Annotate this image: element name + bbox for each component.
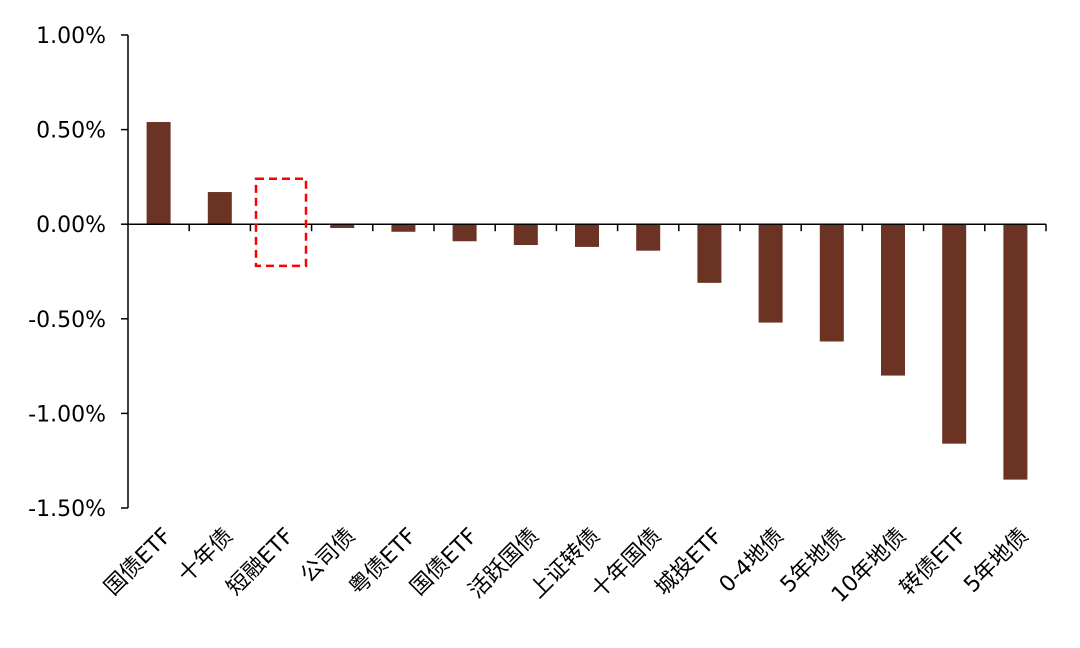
x-tick-label: 国债ETF [100, 524, 177, 601]
bar [146, 122, 171, 225]
y-tick-label: -1.50% [28, 497, 106, 522]
bar [330, 224, 355, 228]
bar [513, 224, 538, 246]
y-tick-label: -1.00% [28, 402, 106, 427]
x-tick-label: 城投ETF [651, 524, 728, 601]
bar [758, 224, 783, 323]
x-tick-label: 粤债ETF [345, 524, 422, 601]
y-tick-label: 1.00% [36, 24, 106, 49]
bar [942, 224, 967, 444]
highlight-box [254, 177, 308, 268]
x-tick-label: 转债ETF [895, 524, 972, 601]
bars [146, 122, 1028, 480]
bar [575, 224, 599, 247]
y-tick-label: 0.50% [36, 119, 106, 144]
bar [636, 224, 661, 251]
highlight-box-group [254, 177, 308, 268]
x-tick-label: 0-4地债 [715, 524, 789, 598]
y-tick-label: 0.00% [36, 213, 106, 238]
bar [881, 224, 905, 376]
bar [819, 224, 844, 342]
bar [207, 192, 232, 225]
x-tick-label: 短融ETF [222, 524, 299, 601]
bar [452, 224, 477, 242]
x-tick-label: 5年地债 [959, 524, 1033, 598]
bar [1003, 224, 1028, 480]
bar [391, 224, 416, 232]
y-axis: 1.00% 0.50% 0.00% -0.50% -1.00% -1.50% [28, 24, 129, 522]
bar [697, 224, 722, 283]
y-tick-label: -0.50% [28, 308, 106, 333]
